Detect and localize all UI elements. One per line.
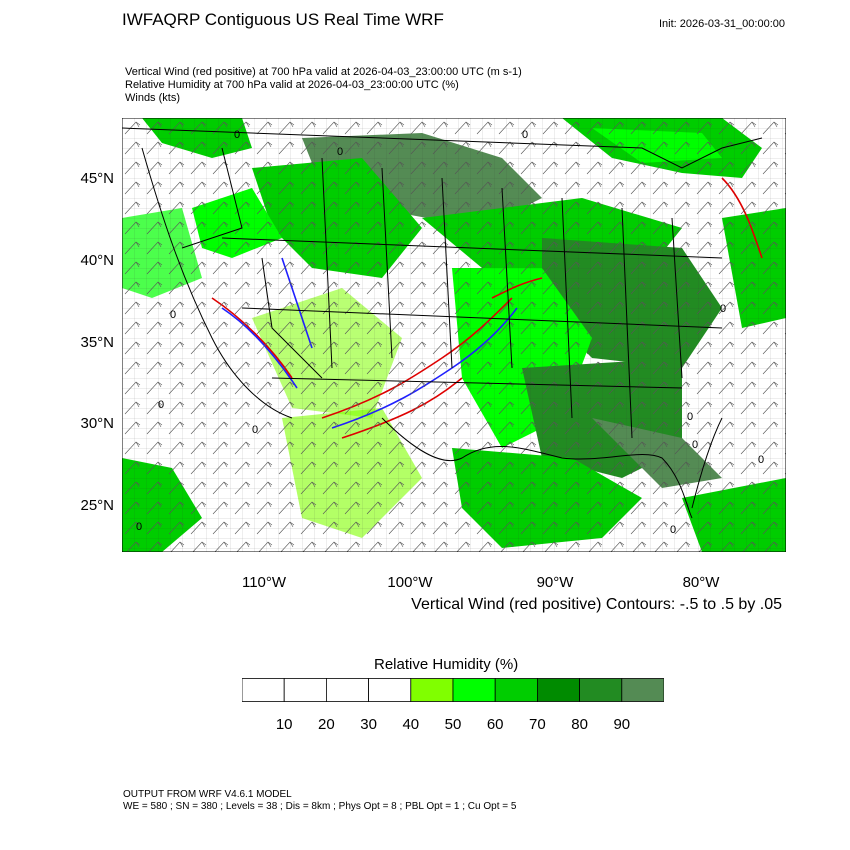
contour-label: 0: [234, 129, 240, 141]
colorbar-tick-label: 90: [613, 716, 631, 733]
contour-label: 0: [670, 524, 676, 536]
contour-label: 0: [692, 439, 698, 451]
contour-label: 0: [758, 454, 764, 466]
lon-label-90w: 90°W: [536, 574, 574, 591]
contour-labels: 0 0 0 0 0 0 0 0 0 0 0 0: [136, 129, 764, 536]
lat-label-45n: 45°N: [80, 170, 114, 187]
colorbar-box: [326, 678, 370, 702]
colorbar-tick-label: 30: [360, 716, 377, 733]
contour-label: 0: [158, 399, 164, 411]
colorbar-tick-label: 80: [571, 716, 588, 733]
colorbar-tick-label: 40: [402, 716, 420, 733]
colorbar-box: [368, 678, 412, 702]
contour-label: 0: [522, 129, 528, 141]
lat-label-40n: 40°N: [80, 252, 114, 269]
contour-label: 0: [170, 309, 176, 321]
state-borders: [122, 127, 763, 519]
lon-label-110w: 110°W: [241, 574, 287, 591]
colorbar-box: [452, 678, 496, 702]
contour-label: 0: [252, 424, 258, 436]
lat-label-35n: 35°N: [80, 334, 114, 351]
colorbar-box: [621, 678, 664, 702]
colorbar-box: [494, 678, 538, 702]
weather-map: 0 0 0 0 0 0 0 0 0 0 0 0: [122, 118, 786, 552]
colorbar-tick-label: 50: [444, 716, 462, 733]
contour-label: 0: [136, 521, 142, 533]
wind-barbs: [122, 118, 786, 552]
contour-label: 0: [720, 303, 726, 315]
lat-label-25n: 25°N: [80, 497, 114, 514]
contour-label: 0: [337, 146, 343, 158]
colorbar-box: [410, 678, 454, 702]
colorbar-title: Relative Humidity (%): [374, 656, 519, 673]
colorbar-box: [242, 678, 285, 702]
lon-label-80w: 80°W: [682, 574, 720, 591]
colorbar: [242, 678, 664, 702]
plot-title: IWFAQRP Contiguous US Real Time WRF: [122, 10, 444, 29]
field-desc-relative-humidity: Relative Humidity at 700 hPa valid at 20…: [125, 79, 459, 91]
contour-label: 0: [687, 411, 693, 423]
colorbar-box: [283, 678, 327, 702]
field-desc-vertical-wind: Vertical Wind (red positive) at 700 hPa …: [125, 66, 522, 78]
colorbar-tick-label: 70: [529, 716, 546, 733]
field-desc-winds: Winds (kts): [125, 92, 180, 104]
footer-model: OUTPUT FROM WRF V4.6.1 MODEL: [123, 789, 292, 800]
contour-note: Vertical Wind (red positive) Contours: -…: [411, 596, 782, 613]
lon-label-100w: 100°W: [387, 574, 433, 591]
init-time: Init: 2026-03-31_00:00:00: [659, 18, 785, 30]
colorbar-box: [579, 678, 623, 702]
colorbar-tick-label: 20: [318, 716, 335, 733]
colorbar-tick-label: 10: [275, 716, 293, 733]
colorbar-box: [536, 678, 580, 702]
footer-config: WE = 580 ; SN = 380 ; Levels = 38 ; Dis …: [123, 801, 517, 812]
colorbar-tick-label: 60: [486, 716, 504, 733]
lat-label-30n: 30°N: [80, 415, 114, 432]
